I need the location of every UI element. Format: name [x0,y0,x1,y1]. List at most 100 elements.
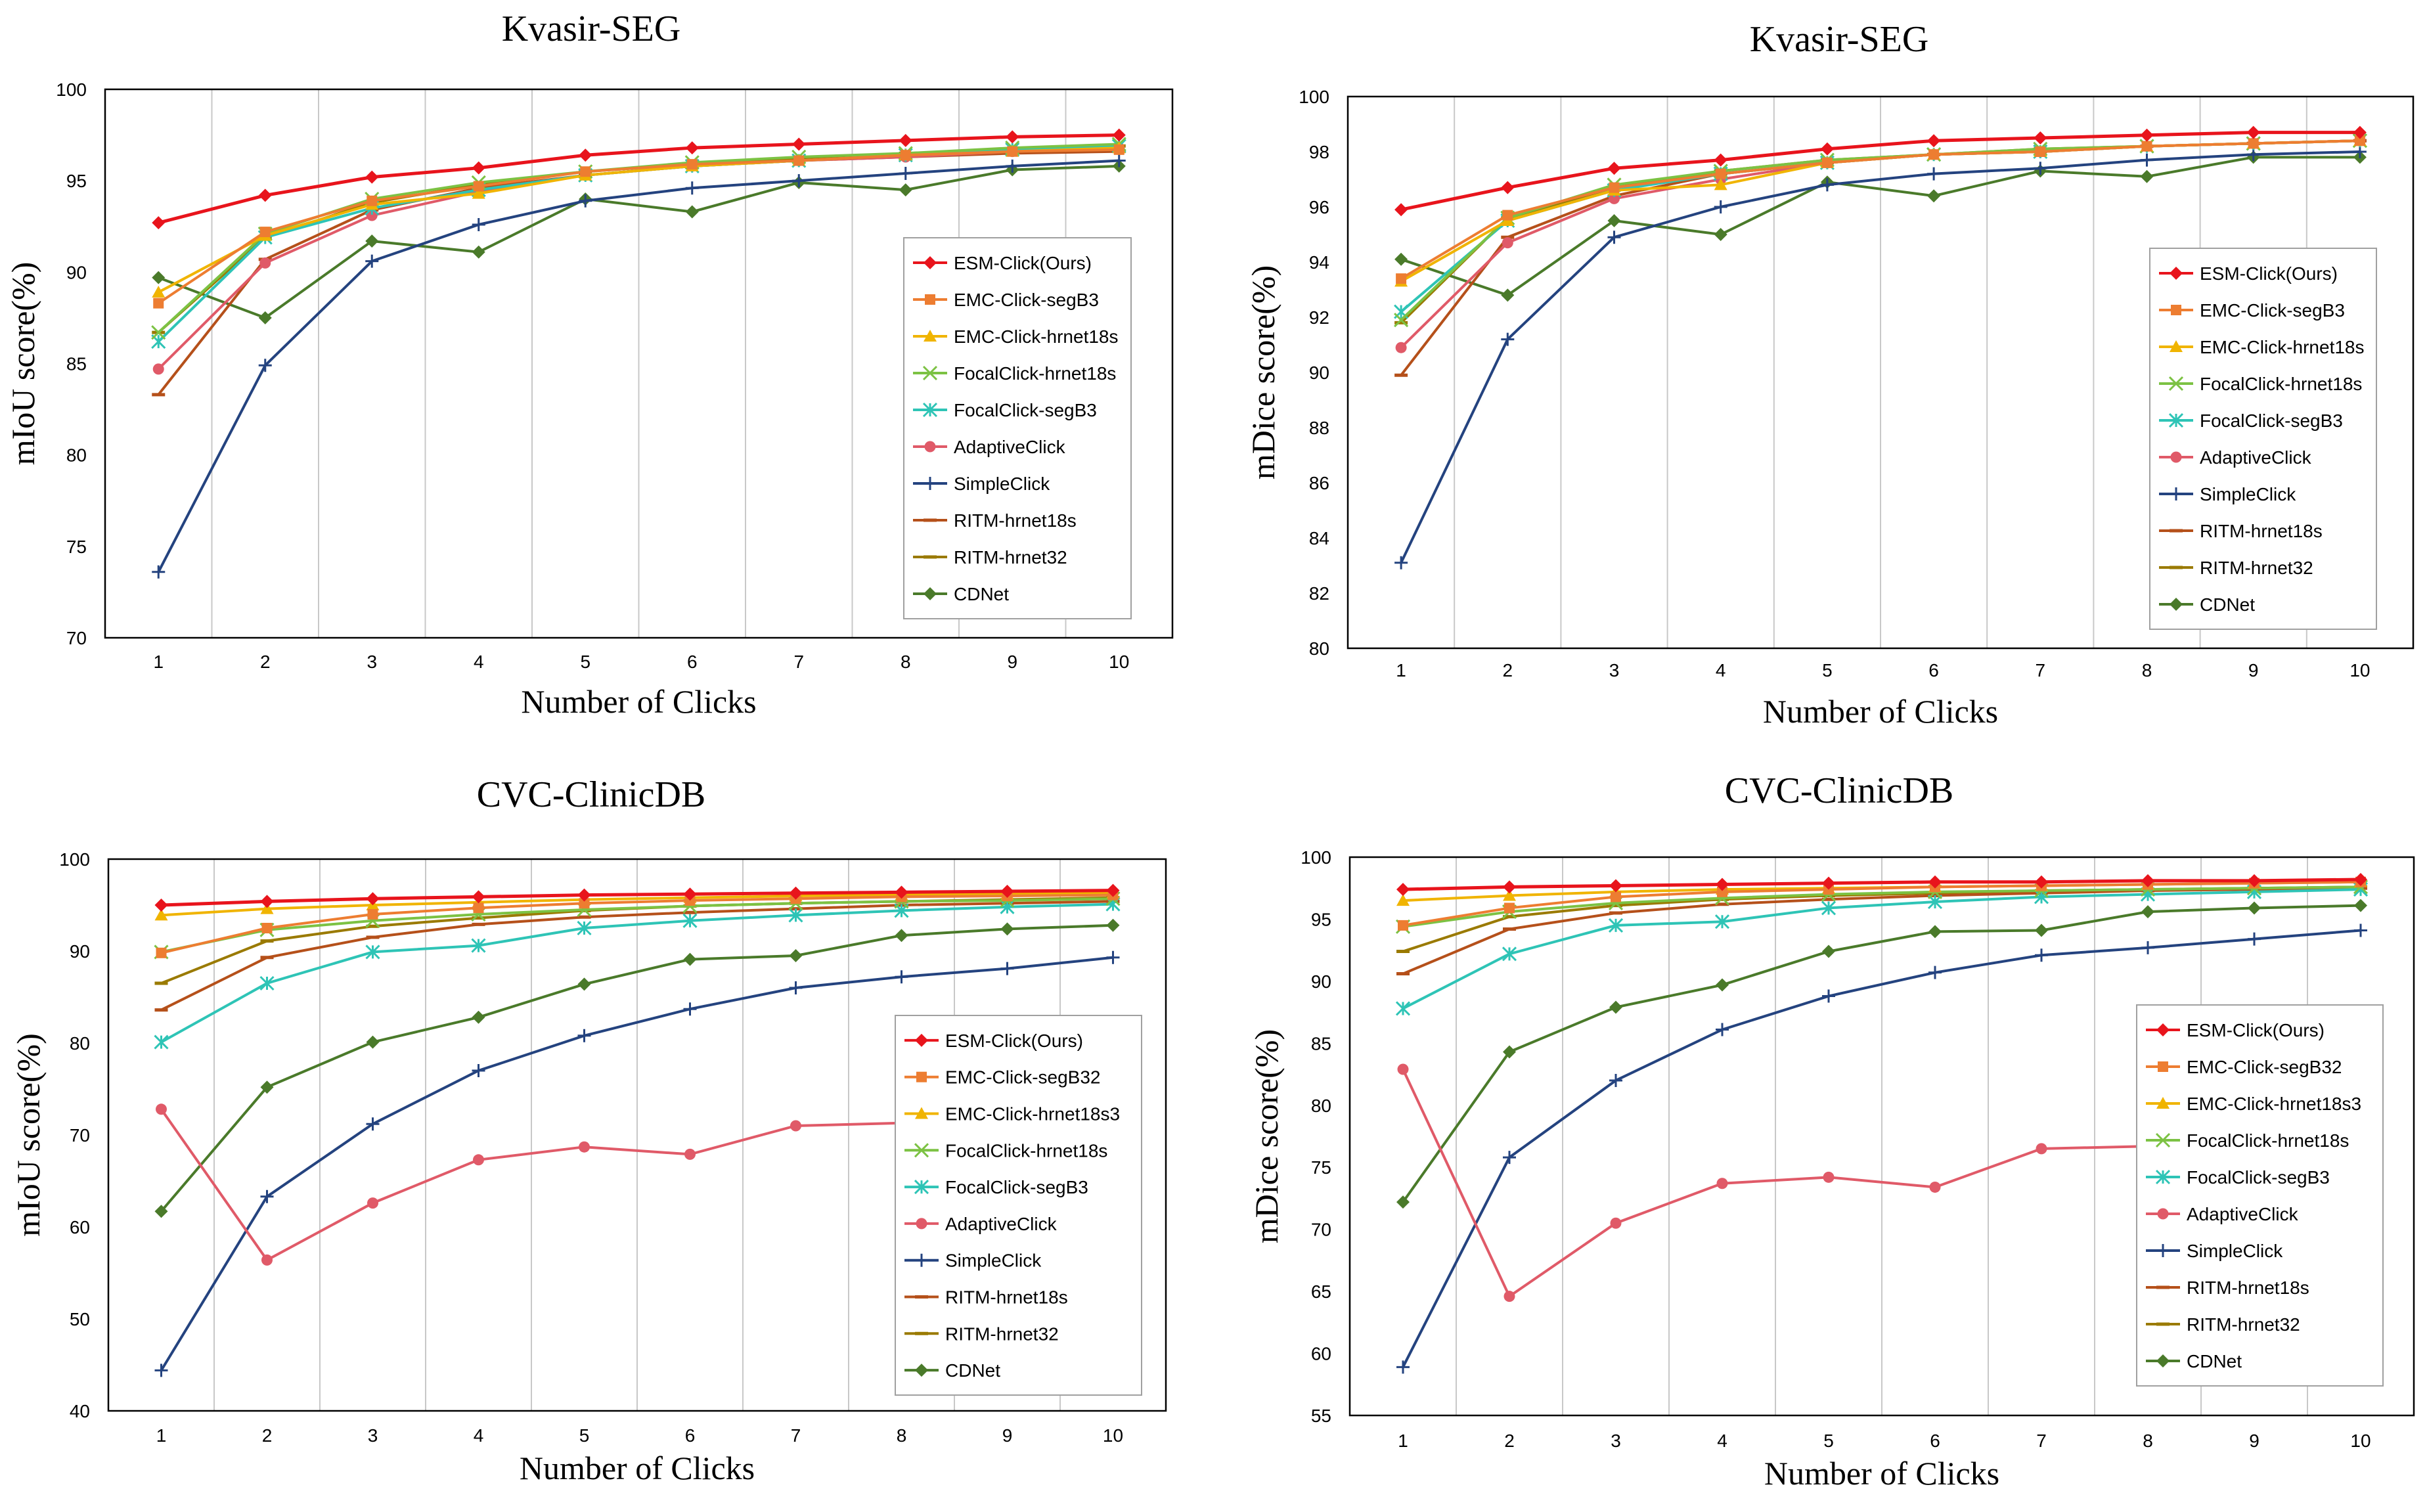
x-axis-label: Number of Clicks [521,683,756,720]
legend-item: FocalClick-segB3 [913,400,1097,420]
legend-label: FocalClick-hrnet18s [954,363,1116,384]
data-point [1000,962,1014,975]
x-tick-label: 10 [1109,652,1129,672]
series-cdnet [1396,899,2367,1209]
legend-item: AdaptiveClick [904,1214,1058,1234]
y-tick-label: 90 [70,941,90,962]
x-tick-label: 10 [2349,660,2370,680]
data-point [1714,914,1730,929]
data-point [579,898,590,909]
data-point [1820,178,1834,192]
data-point [1394,313,1409,328]
series-esm-click-ours- [1394,125,2367,217]
legend-label: FocalClick-segB3 [2187,1167,2330,1188]
data-point [258,311,272,324]
data-point [1608,918,1624,933]
x-axis-label: Number of Clicks [1763,693,1998,730]
legend-label: FocalClick-segB3 [945,1177,1088,1197]
data-point [1714,178,1727,190]
legend-item: CDNet [904,1360,1000,1381]
data-point [789,949,803,962]
legend-label: EMC-Click-segB3 [954,290,1099,310]
data-point [895,970,908,984]
plot-frame [104,88,1174,639]
data-point [683,1002,697,1016]
legend-marker [2156,1023,2170,1036]
legend-label: CDNet [2200,594,2255,615]
series-line [158,133,1119,225]
data-point [2141,941,2154,954]
data-point [1504,902,1515,914]
data-point [1503,1291,1515,1302]
legend-marker [2170,487,2183,500]
chart-4: CVC-ClinicDB 55 60 65 70 75 80 85 90 95 100 1 2 3 4 5 6 7… [1248,770,2415,1492]
data-point [1821,901,1837,916]
data-point [2035,948,2048,962]
data-point [1396,1195,1410,1209]
x-tick-label: 6 [1928,660,1939,680]
data-point [365,254,379,268]
x-axis-label: Number of Clicks [520,1450,755,1486]
legend-label: ESM-Click(Ours) [2187,1020,2325,1040]
series-line [1400,131,2360,211]
series-line [1402,878,2361,891]
legend-item: EMC-Click-hrnet18s [2159,337,2365,357]
data-point [1106,883,1120,897]
legend-marker [2168,376,2184,391]
data-point [683,887,697,901]
data-point [261,923,273,933]
series-esm-click-ours- [154,883,1120,912]
legend-label: CDNet [954,584,1009,604]
x-tick-label: 2 [1503,660,1513,680]
x-tick-label: 9 [1007,652,1017,672]
data-point [259,257,271,269]
y-tick-label: 100 [1301,847,1331,868]
series-line [161,893,1113,954]
legend-marker [916,1218,927,1230]
series-emc-click-segb3 [1396,135,2365,284]
data-point [258,359,272,372]
legend-item: AdaptiveClick [913,437,1066,457]
y-tick-label: 40 [70,1401,90,1421]
x-tick-label: 9 [2248,660,2259,680]
data-point [365,170,379,184]
x-tick-label: 1 [1396,660,1406,680]
series-line [158,148,1119,305]
data-point [580,166,591,177]
data-point [259,227,271,238]
x-tick-label: 9 [1002,1425,1013,1446]
data-point [1927,134,1941,148]
data-point [2246,148,2260,162]
data-point [1394,252,1408,266]
data-point [2034,131,2047,145]
chart-title: Kvasir-SEG [1750,19,1929,60]
series-line [160,956,1113,1371]
x-axis-label: Number of Clicks [1764,1455,1999,1492]
legend-marker [2156,1244,2170,1257]
data-point [2248,874,2261,887]
legend-label: SimpleClick [2187,1241,2283,1261]
y-tick-label: 96 [1309,197,1329,217]
plot-frame [107,858,1167,1412]
x-tick-label: 3 [368,1425,378,1446]
data-point [260,895,274,908]
legend-item: EMC-Click-hrnet18s3 [2146,1094,2361,1114]
chart-title: Kvasir-SEG [502,9,681,49]
legend-marker [924,330,937,342]
data-point [367,195,378,206]
legend-label: EMC-Click-segB32 [945,1067,1101,1088]
data-point [789,886,803,900]
data-point [152,363,164,375]
data-point [260,1190,274,1203]
legend-label: CDNet [2187,1351,2242,1371]
y-axis-label: mIoU score(%) [5,262,41,466]
legend-item: RITM-hrnet32 [2146,1314,2300,1335]
data-point [900,150,911,161]
chart-3: CVC-ClinicDB 40 50 60 70 80 90 100 1 2 3 4 5 6 7 8 9 10 Nu… [10,774,1167,1486]
legend-marker [924,587,937,600]
legend-item: EMC-Click-segB32 [904,1067,1101,1088]
legend-item: RITM-hrnet18s [2146,1278,2309,1298]
data-point [788,908,803,923]
data-point [1395,1001,1411,1016]
data-point [2246,125,2260,139]
